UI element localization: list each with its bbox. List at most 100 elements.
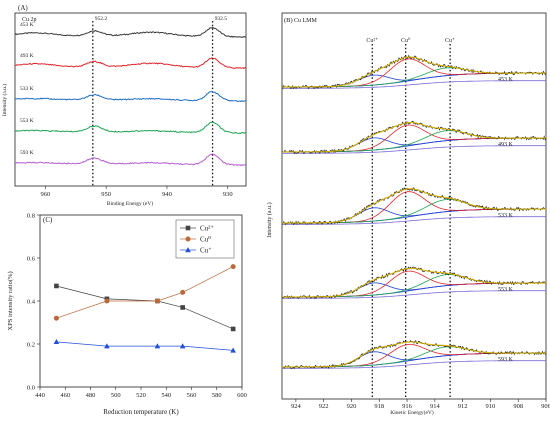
legend-label: Cu⁰ (200, 236, 211, 244)
panel-b-xtick-label: 924 (291, 403, 302, 410)
panel-b-xtick-label: 914 (430, 403, 441, 410)
panel-a-xtick-label: 950 (101, 191, 111, 198)
panel-a-xtick-label: 930 (223, 191, 233, 198)
panel-a-xlabel: Binding Energy (eV) (107, 200, 154, 207)
panel-b-baseline-line (282, 80, 546, 89)
panel-c-point (104, 298, 110, 304)
panel-c-ytick-label: 0.2 (27, 341, 35, 348)
panel-c-ytick-label: 0.0 (27, 384, 35, 391)
panel-b-xtick-label: 910 (486, 403, 496, 410)
panel-b-raw-line (281, 339, 547, 370)
panel-c-point (154, 298, 160, 304)
panel-c-series-line (56, 285, 234, 330)
panel-c-point (53, 338, 60, 345)
panel-a-xtick-label: 940 (162, 191, 172, 198)
panel-b-component-line (282, 274, 546, 298)
panel-c-xtick-label: 440 (35, 392, 45, 399)
panel-c-point (179, 343, 186, 349)
panel-b-series-label: 493 K (498, 142, 514, 148)
panel-c-xtick-label: 520 (136, 392, 146, 399)
panel-b-xtick-label: 922 (319, 403, 329, 410)
panel-b-baseline-line (282, 145, 546, 154)
panel-c-xtick-label: 600 (237, 392, 247, 399)
panel-c-xlabel: Reduction temperature (K) (103, 408, 179, 416)
panel-b-xtick-label: 920 (347, 403, 357, 410)
panel-c-xtick-label: 480 (86, 392, 96, 399)
panel-b-peak-label: Cu⁺ (445, 38, 455, 44)
panel-c-point (230, 264, 236, 270)
panel-b-baseline-line (282, 290, 546, 299)
panel-b-fit-line (282, 188, 546, 224)
panel-c-point (230, 326, 236, 332)
panel-c-point (180, 289, 186, 295)
panel-c-point (180, 305, 185, 310)
panel-c-point (185, 225, 191, 231)
panel-b-component-line (282, 199, 546, 224)
panel-b-fit-line (282, 341, 546, 368)
panel-a-series-label: 533 K (20, 86, 34, 92)
panel-c-point (185, 247, 191, 253)
panel-c-series-line (56, 341, 234, 351)
panel-c-xtick-label: 460 (60, 392, 70, 399)
panel-a-series-line (14, 57, 247, 70)
panel-b-letter: (B) (284, 17, 293, 24)
panel-c-ytick-label: 0.4 (27, 298, 36, 305)
panel-b-xtick-label: 918 (374, 403, 384, 410)
panel-a-ylabel: Intensity (a.u.) (1, 84, 8, 116)
panel-b-peak-label: Cu⁰ (401, 37, 411, 44)
panel-b-raw-line (281, 187, 547, 226)
panel-b-baseline-line (282, 216, 546, 225)
panel-a-series-label: 453 K (20, 22, 34, 28)
panel-c-point (54, 283, 59, 289)
panel-c-point (154, 343, 161, 349)
panel-c-series-line (56, 266, 234, 319)
panel-a-letter: (A) (18, 4, 28, 12)
panel-a-peak-label: 952.2 (95, 16, 108, 22)
panel-b-xtick-label: 916 (402, 403, 413, 410)
panel-c-ytick-label: 0.6 (27, 255, 36, 262)
panel-b-series-label: 553 K (498, 287, 514, 293)
panel-c-letter: (C) (43, 216, 53, 224)
panel-b-xtick-label: 906 (541, 403, 550, 410)
panel-b-raw-line (282, 266, 547, 300)
panel-b-cu-lmm: (B) Cu LMM Kinetic Energy(eV) Intensity … (266, 12, 550, 416)
panel-b-xtick-label: 912 (458, 403, 468, 410)
panel-b-xlabel: Kinetic Energy(eV) (390, 409, 434, 416)
panel-b-raw-line (281, 54, 547, 90)
panel-a-series-line (14, 90, 246, 103)
panel-b-series-label: 533 K (498, 213, 514, 219)
legend-label: Cu⁺ (200, 247, 212, 255)
panel-c-xtick-label: 540 (161, 392, 171, 399)
panel-c-ylabel: XPS intensity ratio(%) (7, 271, 14, 330)
panel-a-series-line (14, 153, 247, 167)
panel-a-series-line (14, 26, 247, 38)
panel-b-fit-line (282, 122, 546, 153)
legend-label: Cu²⁺ (200, 225, 214, 233)
panel-c-point (104, 343, 110, 349)
panel-a-cu2p: (A) Cu 2p Binding Energy (eV) Intensity … (1, 4, 247, 207)
panel-a-frame (14, 12, 247, 187)
panel-b-ylabel: Intensity (a.u.) (266, 202, 273, 237)
panel-b-fit-line (282, 267, 546, 298)
panel-c-xtick-label: 500 (111, 392, 121, 399)
panel-b-series-label: 593 K (498, 357, 514, 363)
panel-c-point (185, 236, 191, 242)
panel-b-inset-label: Cu LMM (294, 18, 318, 24)
panel-c-point (53, 315, 59, 321)
panel-a-inset-label: Cu 2p (22, 17, 37, 23)
panel-b-baseline-line (282, 360, 546, 369)
panel-c-point (230, 347, 236, 353)
panel-c-xtick-label: 560 (187, 392, 197, 399)
panel-b-raw-line (281, 121, 547, 155)
panel-a-series-label: 553 K (20, 118, 34, 124)
panel-c-ratio: (C) Reduction temperature (K) XPS intens… (7, 212, 247, 416)
panel-a-series-label: 593 K (20, 150, 34, 156)
panel-c-legend: Cu²⁺ Cu⁰ Cu⁺ (175, 219, 235, 259)
panel-a-series-line (14, 121, 247, 135)
panel-b-fit-line (282, 56, 546, 88)
panel-c-ytick-label: 0.8 (27, 212, 35, 219)
panel-a-xtick-label: 960 (41, 191, 51, 198)
panel-b-series-label: 453 K (498, 77, 514, 83)
panel-c-xtick-label: 580 (212, 392, 222, 399)
